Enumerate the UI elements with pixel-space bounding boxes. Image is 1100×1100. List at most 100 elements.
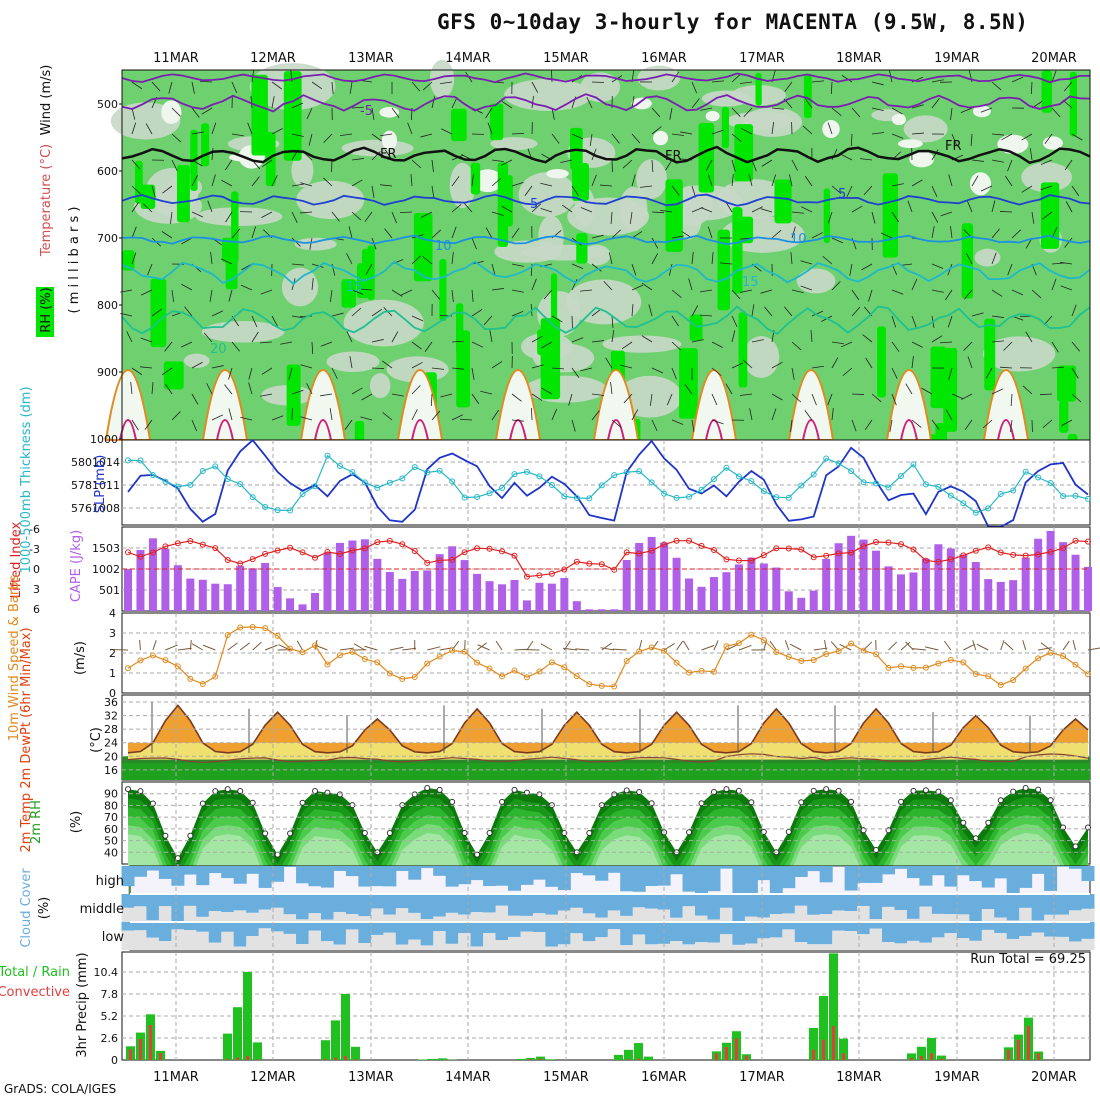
wind-barb (309, 237, 313, 250)
cape-bar (759, 563, 768, 611)
wind-barb-10m (296, 640, 303, 651)
wind-speed-line-point (823, 651, 830, 658)
wind-speed-line-point (486, 665, 493, 672)
wind-barb (440, 81, 453, 85)
rh2m-point (1035, 786, 1042, 793)
precip-total-bar (253, 1042, 262, 1060)
wind-barb (1060, 261, 1073, 265)
cloud-high-bar (707, 866, 721, 892)
rh2m-point (523, 789, 530, 796)
wind-barb-10m (972, 640, 977, 651)
wind-barb (308, 133, 313, 146)
wind-barb (1021, 133, 1033, 141)
wind-barb (671, 419, 684, 425)
cloud-high-bar (682, 866, 696, 892)
cloud-clear (969, 940, 983, 950)
wind-barb (948, 174, 953, 187)
precip-conv-bar (735, 1038, 738, 1060)
rh2m-point (947, 797, 954, 804)
cloud-low-bar (1044, 922, 1058, 937)
rh-moist-area (576, 233, 588, 264)
wind-barb (541, 341, 553, 349)
wind-barb (191, 419, 198, 432)
cloud-low-bar (682, 922, 696, 945)
wind-barb (731, 362, 744, 369)
cloud-low-bar (782, 922, 796, 930)
wind-barb (963, 341, 973, 351)
rh2m-point (972, 835, 979, 842)
cloud-middle-bar (146, 894, 160, 921)
wind-barb (571, 185, 580, 197)
wind-barb (487, 122, 493, 135)
wind-barb (191, 361, 203, 369)
cloud-middle-bar (944, 894, 958, 915)
wind-barb (940, 341, 953, 344)
cloud-low-bar (894, 922, 908, 944)
wind-barb (211, 310, 224, 317)
rh2m-point (897, 798, 904, 805)
wind-speed-line-point (686, 669, 693, 676)
cloud-middle-bar (757, 894, 771, 918)
wind-barb (771, 107, 784, 110)
thickness-line-point (935, 483, 942, 490)
thickness-line-point (174, 483, 181, 490)
rh-very-dry-area (161, 100, 182, 125)
rh2m-point (922, 787, 929, 794)
thickness-line-point (910, 461, 917, 468)
rh-label: RH (%) (39, 287, 54, 332)
slp-label: SLP (mb) (93, 455, 108, 514)
wind-barb (560, 159, 573, 163)
lifted-index-line-point (586, 560, 593, 567)
cloud-clear (919, 906, 933, 922)
cloud-clear (420, 919, 434, 922)
cloud-clear (844, 911, 858, 922)
cloud-low-bar (869, 922, 883, 929)
cape-bar (672, 557, 681, 611)
wind-barb (459, 418, 473, 421)
lifted-index-line-point (860, 543, 867, 550)
wind-barb (891, 367, 898, 379)
cape-bar (610, 609, 619, 611)
lifted-index-line-point (461, 549, 468, 556)
wind-speed-line-point (573, 673, 580, 680)
wind-barb-10m (389, 646, 404, 651)
temp-tick: 32 (104, 710, 118, 723)
precip-conv-bar (920, 1055, 923, 1060)
wind-barb (489, 330, 493, 343)
rh-dry-area (637, 65, 681, 91)
wind-tick: 3 (109, 627, 116, 640)
precip-total-bar (644, 1056, 653, 1060)
wind-barb (346, 253, 353, 265)
wind-barb (1071, 185, 1080, 197)
wind-barb (431, 289, 440, 300)
wind-barb (891, 133, 904, 139)
thickness-line-point (386, 479, 393, 486)
wind-barb (1071, 367, 1079, 379)
wind-speed-line-point (698, 667, 705, 674)
wind-barb (671, 185, 680, 196)
wind-barb (485, 107, 493, 119)
wind-barb-10m (976, 643, 989, 651)
wind-barb (1060, 285, 1073, 291)
rh-moist-area (221, 237, 239, 263)
contour-label: 5 (530, 197, 538, 212)
wind-barb (725, 201, 733, 213)
wind-barb (291, 102, 304, 109)
wind-barb (1005, 175, 1013, 187)
wind-barb (471, 393, 480, 405)
wind-barb (1021, 185, 1033, 193)
cloud-clear (944, 933, 958, 950)
wind-barb (400, 289, 413, 296)
cape-bar (236, 566, 245, 611)
wind-barb (700, 107, 713, 111)
warm-plume (885, 369, 933, 441)
lifted-index-line-point (785, 545, 792, 552)
wind-barb (451, 252, 454, 265)
cloud-clear (458, 933, 472, 950)
precip-total-bar (321, 1040, 330, 1060)
rh-very-dry-area (472, 169, 503, 193)
cape-bar (286, 598, 295, 611)
wind-barb (1042, 211, 1053, 220)
cape-bar (148, 538, 157, 611)
cloud-high-bar (433, 866, 447, 876)
